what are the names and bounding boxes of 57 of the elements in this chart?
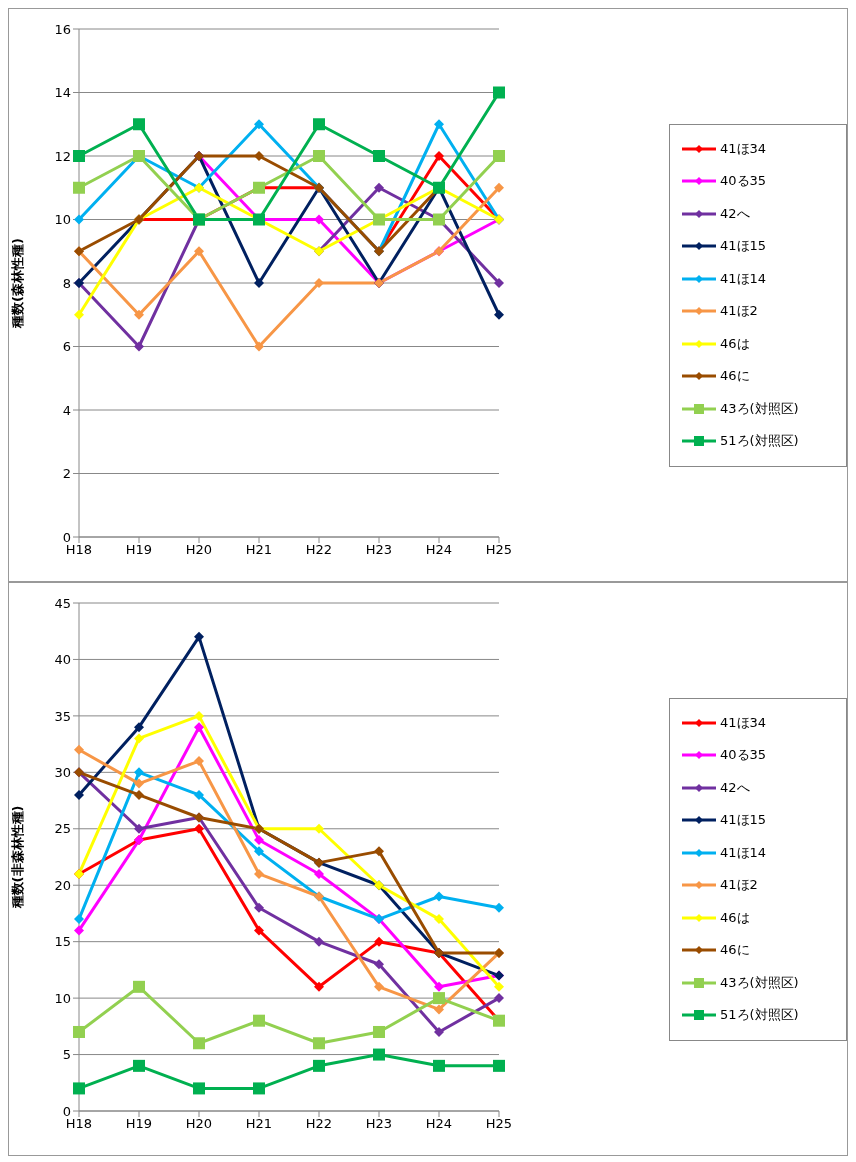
y-tick-label: 12 xyxy=(54,148,71,164)
y-tick-label: 5 xyxy=(62,1047,71,1063)
x-tick-label: H19 xyxy=(125,1116,153,1132)
x-tick-label: H18 xyxy=(65,542,93,558)
x-tick-label: H25 xyxy=(485,1116,513,1132)
y-axis-title: 種数(森林性種) xyxy=(9,238,25,329)
y-tick-label: 10 xyxy=(54,990,71,1006)
y-tick-label: 0 xyxy=(62,1103,71,1119)
y-tick-label: 2 xyxy=(62,466,71,482)
x-tick-label: H20 xyxy=(185,1116,213,1132)
legend-label: 41ほ2 xyxy=(720,876,758,895)
y-tick-label: 15 xyxy=(54,934,71,950)
x-tick-label: H22 xyxy=(305,542,333,558)
y-tick-label: 45 xyxy=(54,595,71,611)
y-tick-label: 20 xyxy=(54,877,71,893)
legend-label: 46に xyxy=(720,367,750,386)
y-tick-label: 4 xyxy=(62,402,71,418)
legend-label: 51ろ(対照区) xyxy=(720,432,799,451)
x-tick-label: H24 xyxy=(425,1116,453,1132)
x-tick-label: H24 xyxy=(425,542,453,558)
legend-label: 46は xyxy=(720,908,750,927)
legend-label: 46に xyxy=(720,941,750,960)
x-tick-label: H21 xyxy=(245,1116,273,1132)
y-axis-title: 種数(非森林性種) xyxy=(9,805,25,910)
legend-label: 41ほ34 xyxy=(720,139,767,158)
legend-label: 41ほ2 xyxy=(720,302,758,321)
legend-label: 51ろ(対照区) xyxy=(720,1006,799,1025)
x-tick-label: H22 xyxy=(305,1116,333,1132)
x-tick-label: H18 xyxy=(65,1116,93,1132)
x-tick-label: H25 xyxy=(485,542,513,558)
y-tick-label: 6 xyxy=(62,339,71,355)
legend-label: 41ほ15 xyxy=(720,237,767,256)
legend-label: 40る35 xyxy=(720,172,767,191)
legend-label: 43ろ(対照区) xyxy=(720,399,799,418)
legend-label: 41ほ15 xyxy=(720,811,767,830)
legend-label: 40る35 xyxy=(720,746,767,765)
y-tick-label: 16 xyxy=(54,21,71,37)
y-tick-label: 40 xyxy=(54,652,71,668)
x-tick-label: H19 xyxy=(125,542,153,558)
y-tick-label: 35 xyxy=(54,708,71,724)
y-tick-label: 30 xyxy=(54,764,71,780)
legend-label: 42へ xyxy=(720,204,750,223)
legend-label: 41ほ14 xyxy=(720,269,767,288)
y-tick-label: 25 xyxy=(54,821,71,837)
legend-label: 43ろ(対照区) xyxy=(720,973,799,992)
x-tick-label: H20 xyxy=(185,542,213,558)
legend-label: 41ほ34 xyxy=(720,713,767,732)
x-tick-label: H21 xyxy=(245,542,273,558)
y-tick-label: 0 xyxy=(62,529,71,545)
x-tick-label: H23 xyxy=(365,1116,393,1132)
y-tick-label: 10 xyxy=(54,212,71,228)
legend-label: 42へ xyxy=(720,778,750,797)
y-tick-label: 8 xyxy=(62,275,71,291)
legend-label: 46は xyxy=(720,334,750,353)
y-tick-label: 14 xyxy=(54,85,71,101)
x-tick-label: H23 xyxy=(365,542,393,558)
legend-label: 41ほ14 xyxy=(720,843,767,862)
